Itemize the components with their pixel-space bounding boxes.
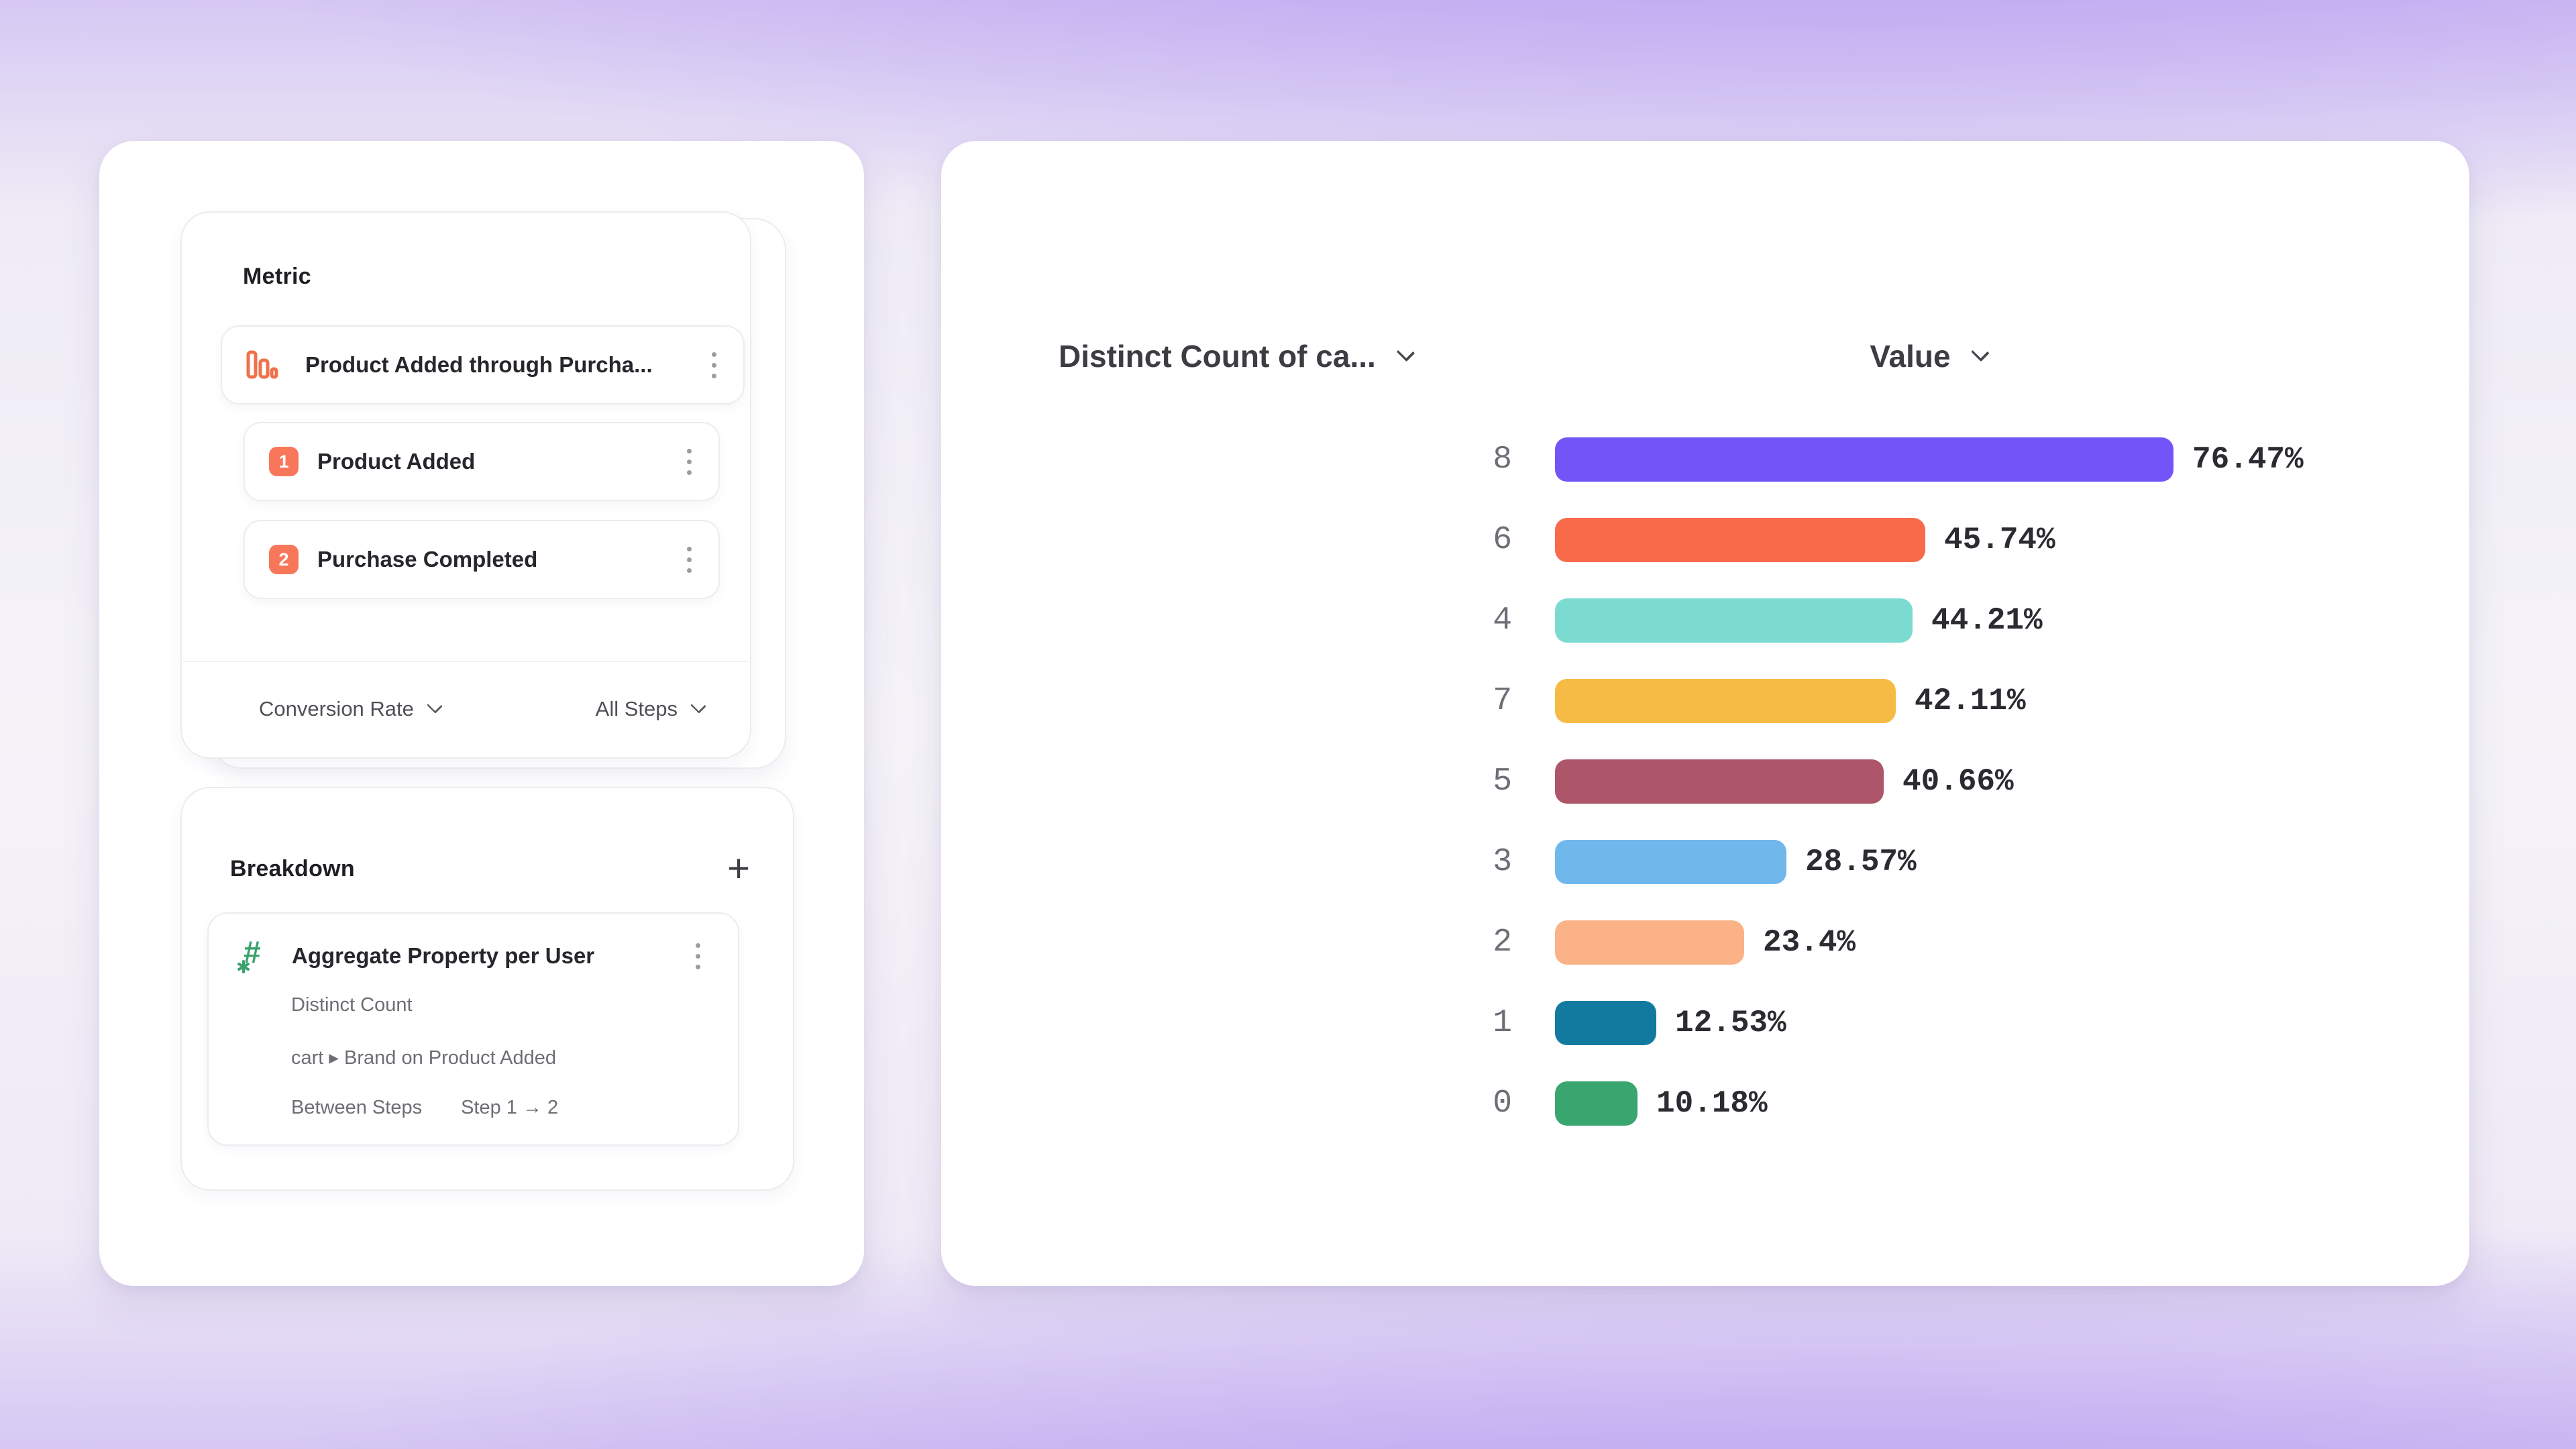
bar-chart-row: 3 28.57% xyxy=(941,822,2469,902)
metric-card: Metric Product Added through Purcha... 1… xyxy=(180,211,751,759)
bar-zone: 44.21% xyxy=(1555,580,2443,661)
bar-chart-row: 1 12.53% xyxy=(941,983,2469,1063)
hash-asterisk-icon: # xyxy=(234,934,277,978)
all-steps-dropdown-label: All Steps xyxy=(595,697,678,720)
bar-zone: 76.47% xyxy=(1555,419,2443,500)
funnel-step-row-1[interactable]: 1 Product Added xyxy=(244,422,720,501)
value-column-header[interactable]: Value xyxy=(1870,338,1990,374)
metric-section: Metric Product Added through Purcha... 1… xyxy=(180,211,786,769)
bar-zone: 40.66% xyxy=(1555,741,2443,822)
bar-value-label: 42.11% xyxy=(1915,684,2026,718)
conversion-rate-dropdown-label: Conversion Rate xyxy=(259,697,414,720)
breakdown-item-card[interactable]: # Aggregate Property per User Distinct C… xyxy=(207,912,739,1146)
bar-chart-row: 2 23.4% xyxy=(941,902,2469,983)
bar-value-label: 12.53% xyxy=(1675,1006,1786,1040)
bar-value-label: 76.47% xyxy=(2192,442,2304,477)
bar-category-label: 8 xyxy=(1493,441,1512,478)
bar[interactable] xyxy=(1555,1081,1638,1126)
bar-chart-row: 5 40.66% xyxy=(941,741,2469,822)
category-column-header-label: Distinct Count of ca... xyxy=(1059,339,1376,374)
bar[interactable] xyxy=(1555,840,1786,884)
chevron-down-icon xyxy=(1396,343,1415,362)
breakdown-section-title: Breakdown xyxy=(230,855,355,881)
bar-value-label: 40.66% xyxy=(1902,764,2014,799)
bar[interactable] xyxy=(1555,437,2174,482)
bar[interactable] xyxy=(1555,920,1744,965)
metric-event-title: Product Added through Purcha... xyxy=(305,352,653,377)
breakdown-aggregation: Distinct Count xyxy=(291,994,413,1016)
all-steps-dropdown[interactable]: All Steps xyxy=(595,697,706,721)
breakdown-section: Breakdown + # Aggregate Property per Use… xyxy=(180,787,794,1191)
bar-category-label: 4 xyxy=(1493,602,1512,639)
kebab-menu-icon[interactable] xyxy=(678,442,701,482)
bar-zone: 10.18% xyxy=(1555,1063,2443,1144)
bar-category-label: 0 xyxy=(1493,1085,1512,1122)
metric-footer: Conversion Rate All Steps xyxy=(183,662,749,756)
bar-category-label: 6 xyxy=(1493,522,1512,558)
bar-category-label: 5 xyxy=(1493,763,1512,800)
metric-section-title: Metric xyxy=(243,264,311,289)
step-number-badge: 2 xyxy=(269,545,299,574)
kebab-menu-icon[interactable] xyxy=(702,345,726,385)
chevron-down-icon xyxy=(690,698,706,714)
chevron-down-icon xyxy=(427,698,443,714)
funnel-step-row-2[interactable]: 2 Purchase Completed xyxy=(244,520,720,599)
bar-zone: 28.57% xyxy=(1555,822,2443,902)
bar-chart-row: 6 45.74% xyxy=(941,500,2469,580)
bar-category-label: 1 xyxy=(1493,1005,1512,1041)
kebab-menu-icon[interactable] xyxy=(678,540,701,580)
step-label: Purchase Completed xyxy=(317,547,538,572)
bar-category-label: 3 xyxy=(1493,844,1512,880)
breakdown-scope-value: Step 1 → 2 xyxy=(461,1097,559,1118)
bar[interactable] xyxy=(1555,1001,1656,1045)
breakdown-item-title-row: # Aggregate Property per User xyxy=(234,934,727,978)
bar-value-label: 44.21% xyxy=(1931,603,2043,638)
metric-event-row[interactable]: Product Added through Purcha... xyxy=(221,325,745,405)
bar-chart-row: 4 44.21% xyxy=(941,580,2469,661)
bar-chart-row: 0 10.18% xyxy=(941,1063,2469,1144)
step-label: Product Added xyxy=(317,449,476,474)
bar[interactable] xyxy=(1555,679,1896,723)
bar-chart-rows: 8 76.47% 6 45.74% 4 44.21% 7 42.11% 5 40… xyxy=(941,419,2469,1144)
bar-value-label: 45.74% xyxy=(1944,523,2055,557)
plus-icon[interactable]: + xyxy=(727,847,750,890)
breakdown-scope-label: Between Steps xyxy=(291,1097,423,1118)
bar[interactable] xyxy=(1555,598,1913,643)
conversion-rate-dropdown[interactable]: Conversion Rate xyxy=(259,697,443,721)
bar-zone: 45.74% xyxy=(1555,500,2443,580)
bar-zone: 12.53% xyxy=(1555,983,2443,1063)
breakdown-item-title: Aggregate Property per User xyxy=(292,943,595,968)
bar-zone: 23.4% xyxy=(1555,902,2443,983)
bar-category-label: 2 xyxy=(1493,924,1512,961)
bar-category-label: 7 xyxy=(1493,683,1512,719)
value-column-header-label: Value xyxy=(1870,339,1951,374)
bar-chart-row: 8 76.47% xyxy=(941,419,2469,500)
bar-value-label: 10.18% xyxy=(1656,1086,1768,1121)
category-column-header[interactable]: Distinct Count of ca... xyxy=(1059,338,1415,374)
bar-value-label: 28.57% xyxy=(1805,845,1917,879)
breakdown-header: Breakdown + xyxy=(230,847,755,890)
metric-footer-divider xyxy=(183,661,749,662)
bar-chart-row: 7 42.11% xyxy=(941,661,2469,741)
bar-zone: 42.11% xyxy=(1555,661,2443,741)
chart-panel: Distinct Count of ca... Value 8 76.47% 6… xyxy=(941,141,2469,1286)
bar-value-label: 23.4% xyxy=(1763,925,1856,960)
query-panel: Metric Product Added through Purcha... 1… xyxy=(99,141,864,1286)
bar[interactable] xyxy=(1555,759,1884,804)
bar[interactable] xyxy=(1555,518,1925,562)
step-number-badge: 1 xyxy=(269,447,299,476)
breakdown-property: cart ▸ Brand on Product Added xyxy=(291,1047,557,1069)
kebab-menu-icon[interactable] xyxy=(686,936,710,976)
chevron-down-icon xyxy=(1971,343,1990,362)
breakdown-scope: Between Steps Step 1 → 2 xyxy=(291,1097,558,1119)
funnel-bars-icon xyxy=(246,350,278,379)
